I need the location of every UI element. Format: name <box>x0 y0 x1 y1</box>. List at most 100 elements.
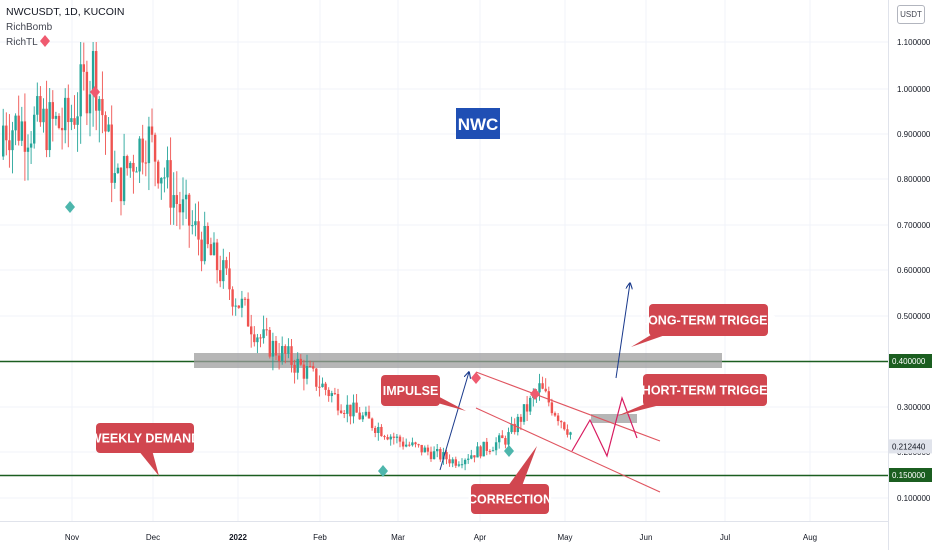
candle-body <box>178 204 182 213</box>
impulse-arrow[interactable] <box>439 372 469 471</box>
candle-body <box>212 242 216 256</box>
channel-lower-line[interactable] <box>475 407 661 493</box>
short-term-trigger-label[interactable]: SHORT-TERM TRIGGER <box>617 374 777 416</box>
y-tick-label: 0.600000 <box>897 266 931 275</box>
candle-body <box>392 436 395 438</box>
candle-body <box>172 195 175 208</box>
candle-body <box>85 71 89 114</box>
long-term-target-arrow[interactable] <box>615 283 630 379</box>
candle-body <box>315 368 318 387</box>
candle-body <box>200 239 203 262</box>
x-tick-label: Apr <box>474 533 487 542</box>
candle-body <box>522 404 526 422</box>
nwc-logo-text: NWC <box>458 115 499 134</box>
y-tick-label: 0.500000 <box>897 312 931 321</box>
indicator-richtl[interactable]: RichTL <box>6 37 38 48</box>
candle-body <box>60 127 64 131</box>
impulse-label[interactable]: IMPULSE <box>381 375 466 411</box>
signal-diamond-marker <box>530 388 540 400</box>
trigger-zones <box>194 353 722 423</box>
candle-body <box>442 452 445 460</box>
candle-body <box>370 418 374 428</box>
candle-body <box>398 436 402 442</box>
candle-body <box>544 388 547 392</box>
candle-body <box>219 270 222 282</box>
time-axis-ticks: Nov Dec 2022 Feb Mar Apr May Jun Jul Aug <box>65 533 817 542</box>
indicator-richbomb[interactable]: RichBomb <box>6 22 53 33</box>
candle-body <box>274 340 278 356</box>
candle-body <box>312 366 315 369</box>
candle-body <box>485 441 488 451</box>
candle-body <box>361 415 364 420</box>
short-term-trigger-zone[interactable] <box>591 414 637 423</box>
candle-body <box>386 437 389 440</box>
currency-button[interactable]: USDT <box>897 5 925 24</box>
candle-body <box>563 422 566 430</box>
candle-body <box>79 64 82 117</box>
signal-diamond-marker <box>504 445 514 457</box>
price-label-text: 0.150000 <box>892 471 926 480</box>
x-tick-label: May <box>557 533 572 542</box>
candle-body <box>160 177 163 184</box>
candle-body <box>346 404 349 414</box>
weekly-demand-label[interactable]: WEEKLY DEMAND <box>90 423 200 476</box>
candle-body <box>566 429 569 435</box>
candle-body <box>321 383 324 388</box>
long-term-trigger-zone[interactable] <box>194 353 722 368</box>
impulse-label-box <box>381 375 440 406</box>
candle-body <box>26 147 30 152</box>
candle-body <box>91 51 95 95</box>
candle-body <box>299 358 302 365</box>
candle-body <box>20 121 23 141</box>
candle-body <box>147 126 151 164</box>
correction-label-text: CORRECTION <box>468 493 552 507</box>
projected-path[interactable] <box>571 396 638 458</box>
candle-body <box>107 124 110 132</box>
candle-body <box>460 464 464 466</box>
x-tick-label: Feb <box>313 533 327 542</box>
candle-body <box>246 298 250 327</box>
x-tick-label: Jul <box>720 533 730 542</box>
candle-body <box>352 402 355 417</box>
price-label-text: 0.400000 <box>892 357 926 366</box>
candle-body <box>473 455 476 458</box>
candle-body <box>439 449 442 460</box>
grid <box>0 0 888 521</box>
candle-body <box>98 98 101 111</box>
candle-body <box>516 416 519 433</box>
candle-body <box>29 143 33 148</box>
candle-body <box>95 51 98 111</box>
candle-body <box>377 426 380 433</box>
candle-body <box>327 389 330 397</box>
x-tick-label: Nov <box>65 533 79 542</box>
price-label-bg <box>889 468 932 482</box>
candle-body <box>116 167 120 174</box>
candlestick-series <box>2 42 572 471</box>
candle-body <box>504 438 507 445</box>
long-term-trigger-label[interactable]: LONG-TERM TRIGGER <box>631 304 777 347</box>
weekly-demand-label-text: WEEKLY DEMAND <box>90 432 200 446</box>
candle-body <box>395 436 399 438</box>
weekly-demand-label-box <box>96 423 194 453</box>
candle-body <box>420 444 423 453</box>
candle-body <box>42 108 45 123</box>
candle-body <box>401 441 405 447</box>
candle-body <box>525 404 529 412</box>
candle-body <box>467 458 470 460</box>
candle-body <box>451 459 454 464</box>
candle-body <box>426 447 430 452</box>
candle-body <box>194 221 197 226</box>
channel-upper-line[interactable] <box>475 371 661 442</box>
candle-body <box>349 404 352 417</box>
candle-body <box>33 114 36 144</box>
candle-body <box>436 449 439 452</box>
price-label-bg <box>889 439 932 454</box>
candle-body <box>538 383 541 393</box>
weekly-demand-label-pointer <box>138 450 159 476</box>
x-tick-label: Aug <box>803 533 817 542</box>
candle-body <box>88 94 92 114</box>
long-term-trigger-label-box <box>649 304 768 336</box>
candle-body <box>510 423 513 433</box>
correction-label[interactable]: CORRECTION <box>468 446 552 514</box>
